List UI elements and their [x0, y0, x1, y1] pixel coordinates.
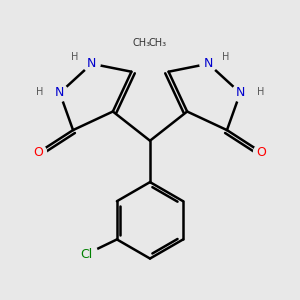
Circle shape: [232, 85, 249, 101]
Text: N: N: [236, 86, 245, 99]
Circle shape: [146, 31, 170, 54]
Text: O: O: [34, 146, 44, 159]
Circle shape: [51, 85, 68, 101]
Circle shape: [254, 144, 269, 160]
Text: N: N: [55, 86, 64, 99]
Circle shape: [83, 55, 100, 72]
Text: Cl: Cl: [80, 248, 92, 261]
Text: H: H: [257, 87, 264, 97]
Text: N: N: [87, 57, 96, 70]
Text: H: H: [36, 87, 43, 97]
Text: N: N: [204, 57, 213, 70]
Circle shape: [200, 55, 217, 72]
Text: CH₃: CH₃: [149, 38, 167, 47]
Text: CH₃: CH₃: [133, 38, 151, 47]
Text: O: O: [256, 146, 266, 159]
Circle shape: [31, 144, 46, 160]
Text: H: H: [222, 52, 229, 62]
Circle shape: [74, 243, 98, 266]
Text: H: H: [71, 52, 78, 62]
Circle shape: [130, 31, 154, 54]
